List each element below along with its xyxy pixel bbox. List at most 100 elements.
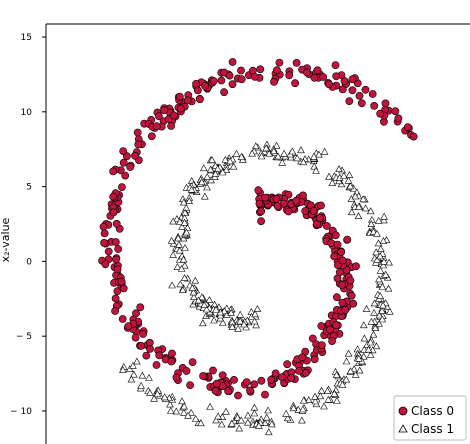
class-1-point bbox=[229, 162, 238, 170]
class-1-point bbox=[150, 394, 158, 402]
class-0-point bbox=[391, 107, 400, 116]
class-1-point bbox=[145, 373, 153, 381]
class-0-point bbox=[301, 207, 310, 215]
class-1-point bbox=[208, 156, 216, 163]
plot-area bbox=[45, 23, 470, 444]
class-1-point bbox=[160, 393, 169, 401]
class-1-point bbox=[167, 236, 176, 244]
class-1-point bbox=[169, 250, 177, 258]
class-1-point bbox=[370, 299, 379, 307]
class-0-point bbox=[361, 85, 370, 94]
class-1-point bbox=[380, 216, 388, 224]
class-1-point bbox=[175, 240, 183, 248]
class-1-point bbox=[173, 215, 181, 222]
class-1-point bbox=[185, 197, 194, 204]
class-0-point bbox=[119, 284, 128, 293]
class-1-point bbox=[342, 375, 351, 383]
class-1-point bbox=[369, 330, 378, 338]
class-1-point bbox=[168, 281, 176, 289]
class-0-point bbox=[254, 186, 263, 195]
class-0-point bbox=[338, 256, 347, 265]
class-0-point bbox=[341, 305, 350, 314]
class-1-point bbox=[359, 321, 368, 329]
class-0-point bbox=[113, 265, 122, 274]
class-1-point bbox=[283, 414, 292, 422]
class-0-point bbox=[348, 86, 357, 95]
class-0-point bbox=[100, 238, 108, 247]
class-1-point bbox=[169, 217, 177, 225]
class-0-point bbox=[212, 379, 221, 388]
class-1-point bbox=[232, 149, 241, 157]
class-1-point bbox=[333, 396, 341, 404]
class-1-point bbox=[384, 284, 393, 292]
class-0-point bbox=[234, 391, 242, 400]
class-1-point bbox=[248, 149, 256, 157]
class-1-point bbox=[180, 274, 189, 281]
class-0-point bbox=[272, 194, 281, 203]
class-1-point bbox=[166, 406, 175, 414]
class-0-point bbox=[146, 344, 154, 353]
class-1-point bbox=[236, 310, 245, 318]
class-1-point bbox=[240, 320, 248, 328]
class-0-point bbox=[261, 193, 269, 202]
class-0-point bbox=[160, 106, 169, 115]
class-0-point bbox=[338, 298, 347, 307]
class-1-point bbox=[197, 419, 205, 427]
class-0-point bbox=[333, 240, 342, 249]
class-1-point bbox=[182, 228, 191, 236]
class-0-point bbox=[409, 132, 418, 141]
class-1-point bbox=[299, 405, 307, 413]
class-1-point bbox=[376, 292, 385, 300]
class-0-point bbox=[330, 252, 339, 261]
class-1-point bbox=[346, 367, 355, 375]
class-0-point bbox=[99, 222, 108, 231]
class-1-point bbox=[328, 179, 337, 186]
class-0-point bbox=[126, 163, 135, 171]
class-1-point bbox=[180, 408, 188, 416]
class-0-point bbox=[121, 171, 130, 180]
class-0-point bbox=[346, 276, 355, 285]
class-0-point bbox=[217, 76, 226, 85]
class-1-point bbox=[299, 396, 308, 404]
class-1-point bbox=[194, 296, 203, 304]
class-0-point bbox=[111, 238, 120, 246]
class-1-point bbox=[378, 307, 386, 314]
class-1-point bbox=[354, 202, 363, 210]
class-0-point bbox=[139, 330, 147, 338]
class-1-point bbox=[373, 229, 381, 237]
class-0-point bbox=[193, 86, 202, 95]
class-1-point bbox=[375, 275, 383, 283]
class-1-point bbox=[197, 178, 206, 186]
class-0-point bbox=[109, 167, 118, 176]
class-0-point bbox=[317, 201, 325, 210]
class-1-point bbox=[235, 424, 244, 432]
class-0-point bbox=[142, 351, 151, 360]
class-1-point bbox=[184, 411, 192, 419]
class-1-point bbox=[253, 305, 262, 312]
class-1-point bbox=[221, 155, 230, 163]
data-points bbox=[98, 58, 418, 436]
class-0-point bbox=[332, 321, 340, 330]
class-1-point bbox=[371, 324, 380, 332]
class-1-point bbox=[137, 381, 145, 389]
class-1-point bbox=[374, 216, 383, 224]
class-1-point bbox=[338, 380, 347, 388]
class-1-point bbox=[385, 307, 394, 315]
legend-label-class-1: Class 1 bbox=[411, 422, 454, 436]
class-1-point bbox=[212, 305, 220, 313]
class-1-point bbox=[227, 309, 235, 316]
class-1-point bbox=[218, 318, 227, 326]
class-0-point bbox=[209, 77, 218, 85]
y-tick-label: 10 bbox=[21, 108, 33, 118]
class-1-point bbox=[237, 152, 246, 160]
legend-box bbox=[393, 395, 467, 441]
class-1-point bbox=[375, 311, 384, 319]
class-1-point bbox=[351, 370, 360, 378]
class-0-point bbox=[301, 368, 310, 377]
class-1-point bbox=[262, 144, 271, 152]
class-1-point bbox=[372, 342, 381, 350]
class-1-point bbox=[200, 301, 209, 309]
class-0-point bbox=[111, 294, 120, 303]
class-0-point bbox=[272, 66, 281, 75]
class-0-point bbox=[319, 73, 328, 81]
